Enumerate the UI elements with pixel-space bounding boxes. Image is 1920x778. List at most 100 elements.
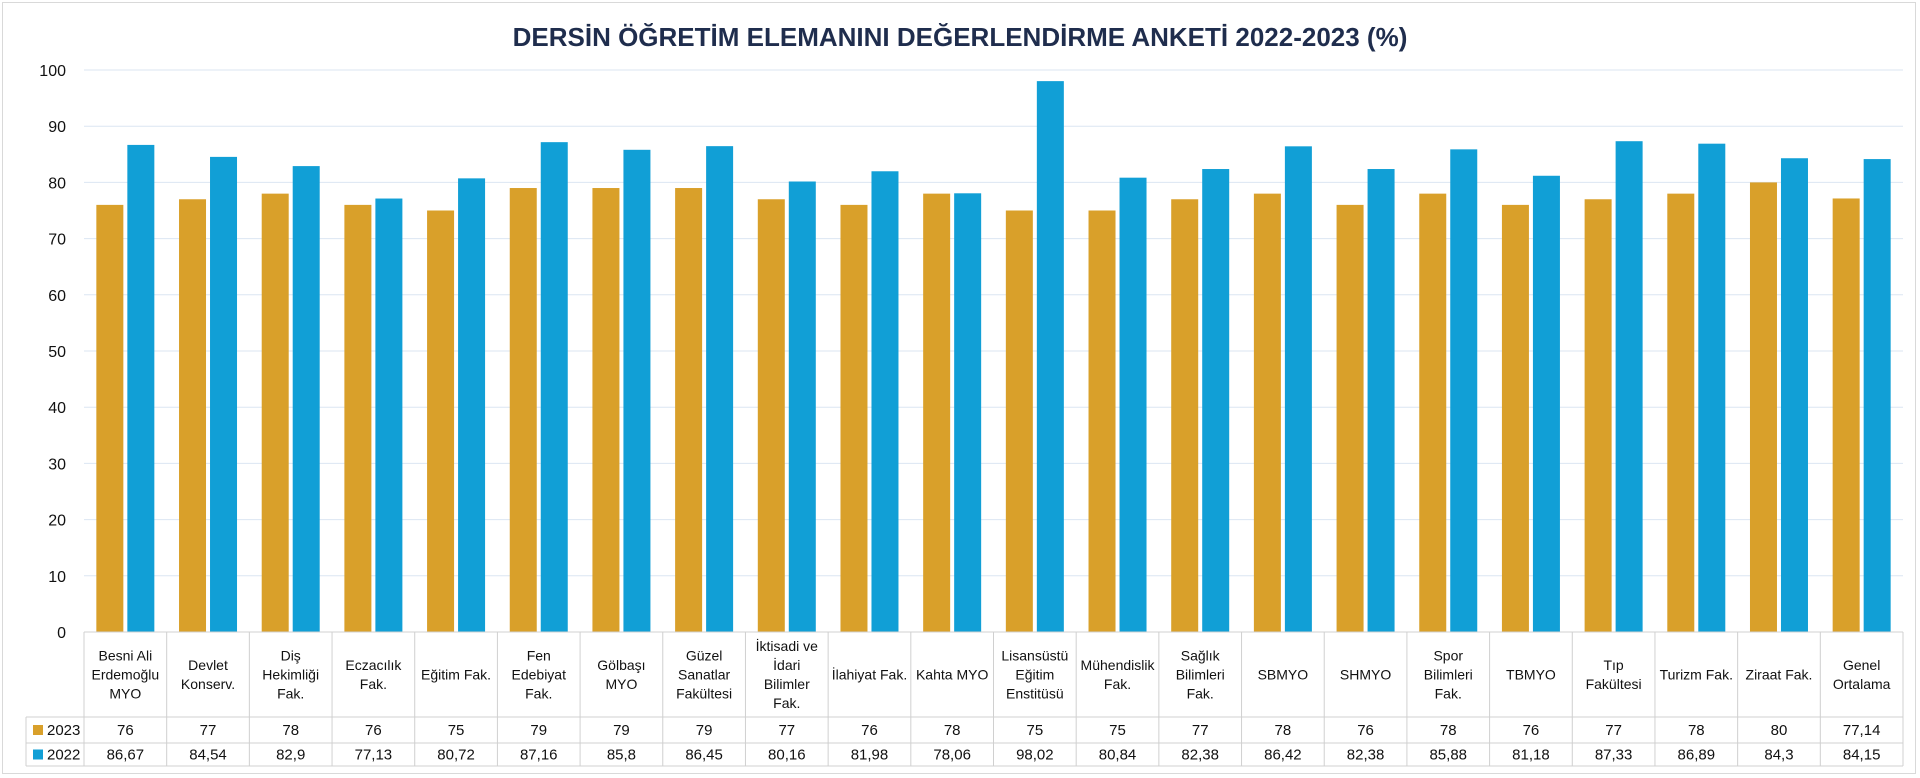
category-label-line: Turizm Fak.: [1660, 667, 1733, 683]
legend-label: 2023: [47, 722, 80, 739]
category-label: Kahta MYO: [916, 667, 988, 683]
bar-2022: [1450, 149, 1478, 632]
data-label: 78: [944, 722, 961, 739]
category-label: SHMYO: [1340, 667, 1391, 683]
data-label: 75: [1026, 722, 1043, 739]
category-label-line: TBMYO: [1506, 667, 1556, 683]
category-label: SBMYO: [1258, 667, 1309, 683]
bar-2022: [1698, 143, 1726, 632]
category-label-line: Kahta MYO: [916, 667, 988, 683]
bar-2023: [1501, 204, 1529, 632]
category-label-line: Bilimler: [764, 676, 810, 692]
category-label-line: Tıp: [1603, 657, 1623, 673]
y-tick-label: 0: [57, 625, 66, 642]
y-tick-label: 60: [48, 288, 66, 305]
category-label-line: Fak.: [360, 676, 387, 692]
category-label: Gölbaşı MYO: [597, 657, 645, 692]
bar-2023: [675, 188, 703, 632]
category-label-line: Fak.: [1187, 686, 1214, 702]
category-label: Turizm Fak.: [1660, 667, 1733, 683]
bar-2022: [540, 142, 568, 632]
data-label: 78: [1688, 722, 1705, 739]
category-label-line: Bilimleri: [1424, 667, 1473, 683]
bar-2023: [1667, 193, 1695, 632]
data-label: 79: [696, 722, 713, 739]
data-label: 87,16: [520, 747, 558, 764]
y-tick-label: 90: [48, 119, 66, 136]
data-label: 87,33: [1595, 747, 1633, 764]
category-label-line: Mühendislik: [1081, 657, 1156, 673]
category-label-line: Bilimleri: [1176, 667, 1225, 683]
category-label-line: Güzel: [686, 648, 723, 664]
data-label: 76: [1523, 722, 1540, 739]
category-label-line: Sanatlar: [678, 667, 730, 683]
data-label: 81,18: [1512, 747, 1550, 764]
category-label: TBMYO: [1506, 667, 1556, 683]
legend-key-2022: [33, 749, 43, 760]
category-label-line: SHMYO: [1340, 667, 1391, 683]
y-axis-ticks: 0 10 20 30 40 50 60 70 80 90 100: [39, 63, 66, 642]
bar-2023: [923, 193, 951, 632]
category-label: Ziraat Fak.: [1746, 667, 1813, 683]
category-label-line: Konserv.: [181, 676, 235, 692]
y-tick-label: 50: [48, 344, 66, 361]
bar-2022: [1284, 146, 1312, 633]
bar-2023: [1253, 193, 1281, 632]
bar-2022: [127, 144, 155, 632]
category-label: Tıp Fakültesi: [1586, 657, 1642, 692]
bar-2023: [179, 199, 207, 632]
bar-2022: [706, 146, 734, 632]
bars: [96, 81, 1891, 633]
category-label: Güzel Sanatlar Fakültesi: [676, 648, 732, 702]
data-label: 76: [861, 722, 878, 739]
category-label-line: Devlet: [188, 657, 228, 673]
data-label: 85,88: [1429, 747, 1467, 764]
data-label: 84,54: [189, 747, 227, 764]
category-label-line: Besni Ali: [98, 648, 152, 664]
category-label-line: Fak.: [1104, 676, 1131, 692]
category-label-line: Sağlık: [1181, 648, 1221, 664]
data-label: 84,15: [1843, 747, 1881, 764]
bar-2022: [1036, 81, 1064, 632]
data-label: 80,72: [437, 747, 475, 764]
data-label: 82,38: [1181, 747, 1219, 764]
bar-2022: [788, 181, 816, 632]
data-label: 86,45: [685, 747, 723, 764]
bar-2023: [1749, 182, 1777, 632]
category-label: Devlet Konserv.: [181, 657, 235, 692]
data-label: 80,84: [1099, 747, 1137, 764]
y-tick-label: 40: [48, 400, 66, 417]
data-label: 79: [613, 722, 630, 739]
y-tick-label: 20: [48, 513, 66, 530]
category-label: Eğitim Fak.: [421, 667, 491, 683]
category-label-line: Gölbaşı: [597, 657, 645, 673]
chart-title: DERSİN ÖĞRETİM ELEMANINI DEĞERLENDİRME A…: [512, 22, 1408, 52]
category-label-line: İktisadi ve: [756, 637, 818, 654]
category-label: Besni Ali Erdemoğlu MYO: [91, 648, 159, 702]
data-label: 78: [1275, 722, 1292, 739]
data-label: 98,02: [1016, 747, 1054, 764]
bar-2022: [623, 149, 651, 632]
category-label-line: Spor: [1433, 648, 1463, 664]
bar-2022: [1863, 159, 1891, 632]
bar-2023: [509, 188, 537, 632]
bar-2022: [458, 178, 486, 632]
data-label: 77: [200, 722, 217, 739]
y-tick-label: 100: [39, 63, 66, 80]
bar-2022: [1367, 169, 1395, 632]
category-label: Genel Ortalama: [1833, 657, 1891, 692]
category-label-line: Fen: [527, 648, 551, 664]
category-label: Eczacılık Fak.: [345, 657, 402, 692]
bar-2023: [840, 204, 868, 632]
bar-2022: [1532, 175, 1560, 632]
bar-2022: [375, 198, 403, 632]
category-label: Mühendislik Fak.: [1081, 657, 1156, 692]
category-label-line: Fak.: [277, 686, 304, 702]
category-label: Sağlık Bilimleri Fak.: [1176, 648, 1225, 702]
legend-label: 2022: [47, 747, 80, 764]
bar-2022: [1780, 158, 1808, 632]
category-label-line: Diş: [281, 648, 301, 664]
bar-2023: [1336, 204, 1364, 632]
bar-2022: [954, 193, 982, 632]
